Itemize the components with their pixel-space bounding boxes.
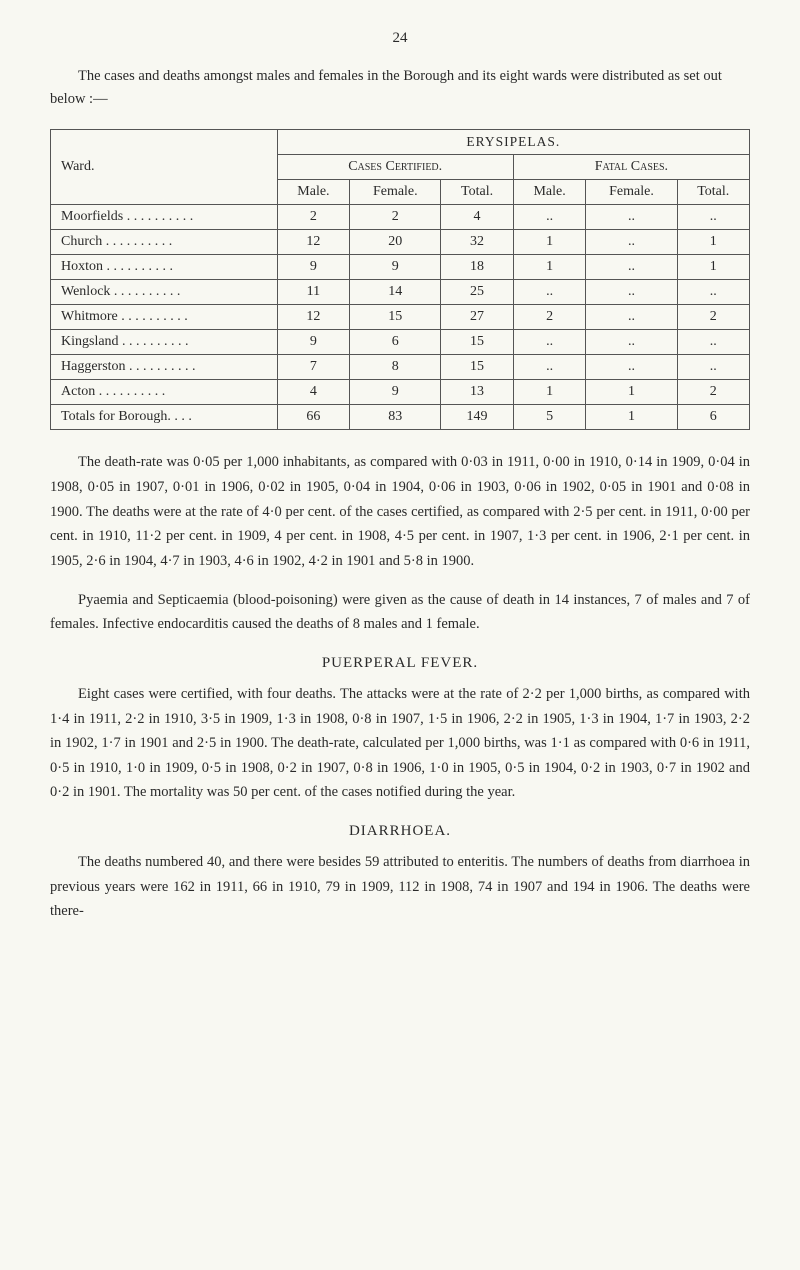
table-row: Kingsland . . . . . . . . . . 9615......	[51, 330, 750, 355]
data-cell: ..	[586, 205, 677, 230]
puerperal-paragraph: Eight cases were certified, with four de…	[50, 682, 750, 805]
totals-cell: 6	[677, 405, 749, 430]
data-cell: 15	[350, 305, 441, 330]
ward-cell: Kingsland . . . . . . . . . .	[51, 330, 278, 355]
data-cell: 11	[277, 280, 350, 305]
pyaemia-paragraph: Pyaemia and Septicaemia (blood-poisoning…	[50, 588, 750, 637]
data-cell: ..	[586, 355, 677, 380]
data-cell: ..	[513, 205, 586, 230]
data-cell: 2	[350, 205, 441, 230]
body-text: The death-rate was 0·05 per 1,000 inhabi…	[50, 450, 750, 636]
data-cell: ..	[677, 205, 749, 230]
data-cell: 1	[513, 230, 586, 255]
data-cell: 4	[277, 380, 350, 405]
data-cell: ..	[586, 305, 677, 330]
data-cell: 14	[350, 280, 441, 305]
data-cell: 25	[441, 280, 513, 305]
data-cell: 27	[441, 305, 513, 330]
data-cell: 2	[513, 305, 586, 330]
table-row: Whitmore . . . . . . . . . . 1215272..2	[51, 305, 750, 330]
data-cell: 12	[277, 230, 350, 255]
col-header: Female.	[350, 180, 441, 205]
data-cell: ..	[677, 280, 749, 305]
data-cell: 1	[677, 230, 749, 255]
death-rate-paragraph: The death-rate was 0·05 per 1,000 inhabi…	[50, 450, 750, 573]
totals-cell: 66	[277, 405, 350, 430]
data-cell: 1	[586, 380, 677, 405]
col-header: Total.	[677, 180, 749, 205]
ward-cell: Moorfields . . . . . . . . . .	[51, 205, 278, 230]
ward-cell: Hoxton . . . . . . . . . .	[51, 255, 278, 280]
data-cell: 32	[441, 230, 513, 255]
data-cell: 1	[513, 255, 586, 280]
data-cell: ..	[586, 280, 677, 305]
erysipelas-table: Ward. ERYSIPELAS. Cases Certified. Fatal…	[50, 129, 750, 430]
section-title-puerperal: PUERPERAL FEVER.	[50, 655, 750, 672]
data-cell: 2	[277, 205, 350, 230]
section-body-diarrhoea: The deaths numbered 40, and there were b…	[50, 850, 750, 924]
super-header: ERYSIPELAS.	[277, 130, 749, 155]
ward-cell: Wenlock . . . . . . . . . .	[51, 280, 278, 305]
table-row: Moorfields . . . . . . . . . . 224......	[51, 205, 750, 230]
ward-cell: Church . . . . . . . . . .	[51, 230, 278, 255]
ward-cell: Haggerston . . . . . . . . . .	[51, 355, 278, 380]
col-header: Male.	[277, 180, 350, 205]
table-row: Wenlock . . . . . . . . . . 111425......	[51, 280, 750, 305]
data-cell: 9	[277, 330, 350, 355]
data-cell: ..	[586, 255, 677, 280]
totals-cell: 5	[513, 405, 586, 430]
data-cell: ..	[677, 355, 749, 380]
data-cell: ..	[513, 355, 586, 380]
data-cell: 4	[441, 205, 513, 230]
data-cell: 1	[677, 255, 749, 280]
document-page: 24 The cases and deaths amongst males an…	[0, 0, 800, 1270]
table-row: Hoxton . . . . . . . . . . 99181..1	[51, 255, 750, 280]
section-title-diarrhoea: DIARRHOEA.	[50, 823, 750, 840]
data-cell: ..	[513, 330, 586, 355]
data-cell: ..	[586, 330, 677, 355]
data-cell: 13	[441, 380, 513, 405]
data-cell: 2	[677, 380, 749, 405]
ward-cell: Whitmore . . . . . . . . . .	[51, 305, 278, 330]
col-header: Total.	[441, 180, 513, 205]
col-header: Female.	[586, 180, 677, 205]
page-number: 24	[50, 30, 750, 47]
totals-cell: 83	[350, 405, 441, 430]
data-cell: 9	[350, 255, 441, 280]
data-cell: 20	[350, 230, 441, 255]
group-header-fatal: Fatal Cases.	[513, 155, 749, 180]
data-cell: 12	[277, 305, 350, 330]
data-cell: 8	[350, 355, 441, 380]
table-row: Acton . . . . . . . . . . 4913112	[51, 380, 750, 405]
col-header: Male.	[513, 180, 586, 205]
totals-label: Totals for Borough. . . .	[51, 405, 278, 430]
data-cell: 1	[513, 380, 586, 405]
data-cell: 15	[441, 330, 513, 355]
table-row: Haggerston . . . . . . . . . . 7815.....…	[51, 355, 750, 380]
data-cell: 2	[677, 305, 749, 330]
data-cell: 9	[277, 255, 350, 280]
data-cell: 7	[277, 355, 350, 380]
data-cell: ..	[677, 330, 749, 355]
data-cell: 18	[441, 255, 513, 280]
section-body-puerperal: Eight cases were certified, with four de…	[50, 682, 750, 805]
totals-row: Totals for Borough. . . . 66 83 149 5 1 …	[51, 405, 750, 430]
data-cell: ..	[513, 280, 586, 305]
table-row: Church . . . . . . . . . . 1220321..1	[51, 230, 750, 255]
ward-header: Ward.	[51, 130, 278, 205]
totals-cell: 1	[586, 405, 677, 430]
diarrhoea-paragraph: The deaths numbered 40, and there were b…	[50, 850, 750, 924]
data-cell: 9	[350, 380, 441, 405]
group-header-certified: Cases Certified.	[277, 155, 513, 180]
data-cell: ..	[586, 230, 677, 255]
data-cell: 15	[441, 355, 513, 380]
data-cell: 6	[350, 330, 441, 355]
ward-cell: Acton . . . . . . . . . .	[51, 380, 278, 405]
intro-paragraph: The cases and deaths amongst males and f…	[50, 65, 750, 111]
totals-cell: 149	[441, 405, 513, 430]
